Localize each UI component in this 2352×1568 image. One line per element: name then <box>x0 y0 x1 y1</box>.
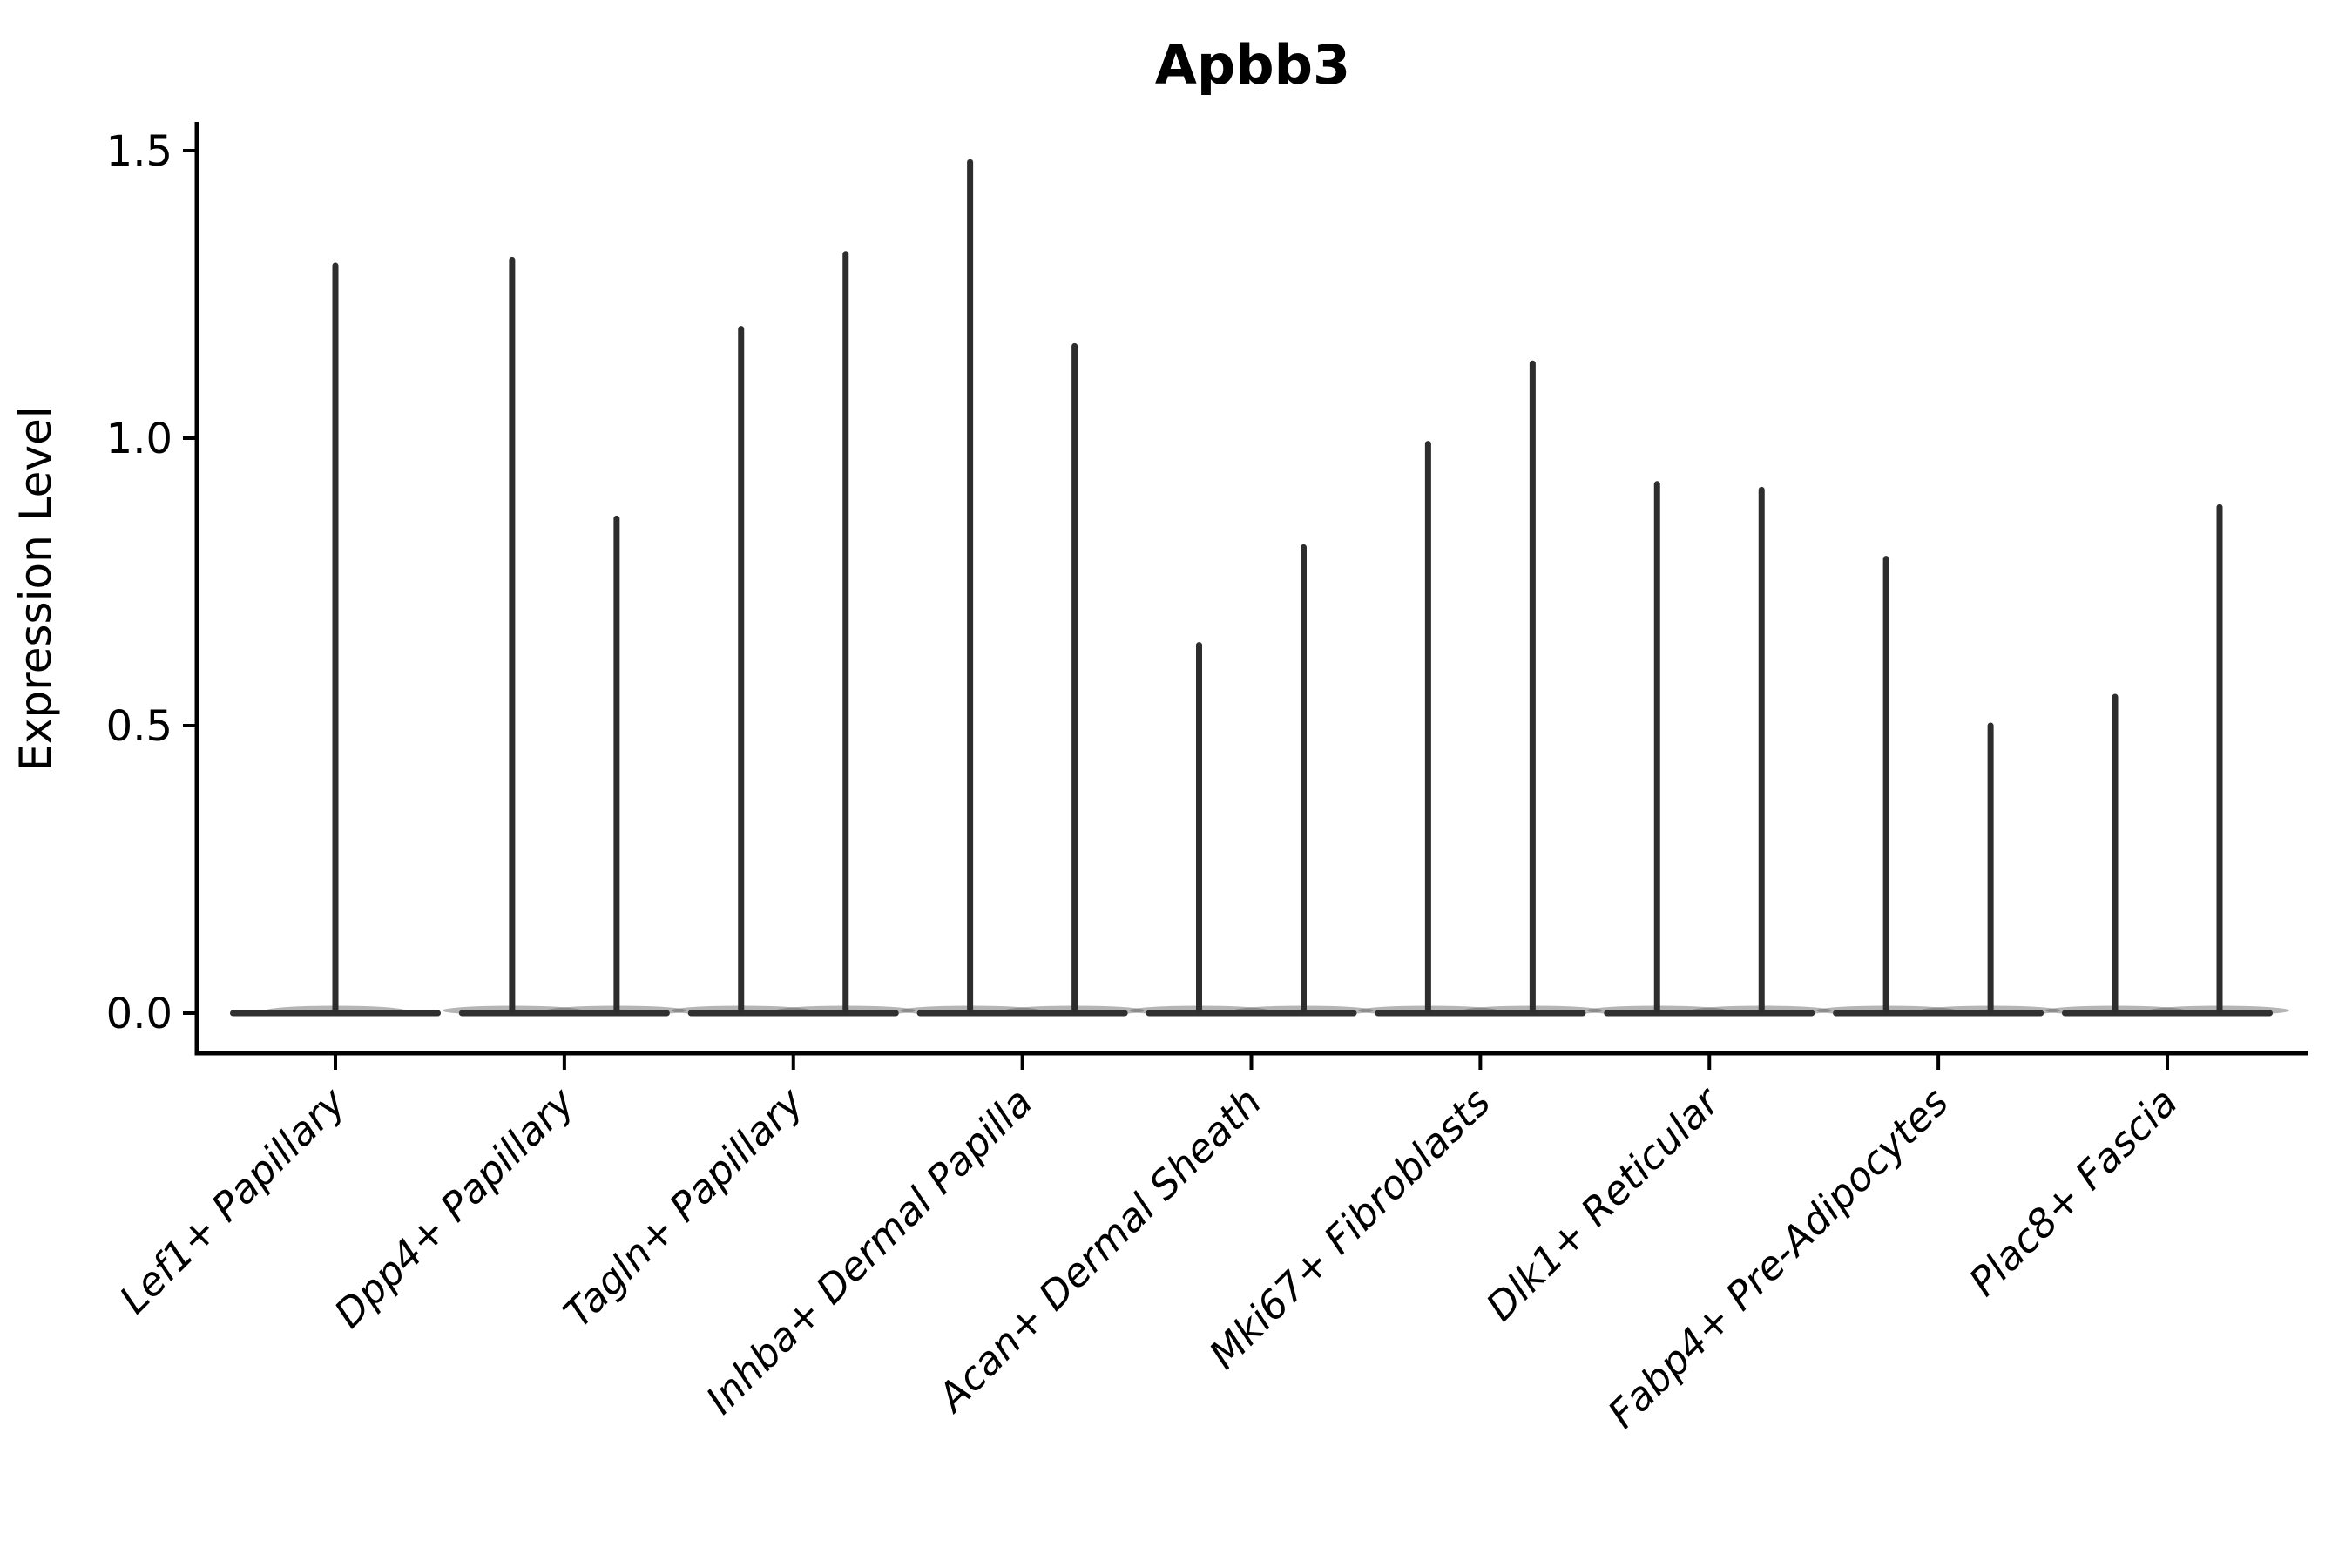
chart-title: Apbb3 <box>1155 33 1350 97</box>
violins <box>230 159 2289 1017</box>
violin-base <box>1833 1010 2044 1017</box>
x-axis-ticks <box>334 1053 2169 1070</box>
x-tick-label: Lef1+ Papillary <box>111 1078 355 1322</box>
y-tick-label: 0.5 <box>106 702 172 751</box>
x-tick-label: Dlk1+ Reticular <box>1477 1078 1730 1330</box>
x-tick-label: Plac8+ Fascia <box>1960 1078 2186 1305</box>
violin-base <box>1146 1010 1357 1017</box>
violin-base <box>916 1010 1128 1017</box>
y-tick-label: 0.0 <box>106 990 172 1038</box>
y-axis-ticks: 0.0 0.5 1.0 1.5 <box>106 127 197 1038</box>
violin-base <box>1604 1010 1815 1017</box>
violin-base <box>230 1010 441 1017</box>
x-tick-label: Dpp4+ Papillary <box>325 1078 584 1336</box>
y-tick-label: 1.0 <box>106 415 172 463</box>
x-tick-label: Tagln+ Papillary <box>555 1078 814 1336</box>
y-axis-label: Expression Level <box>10 406 61 771</box>
violin-base <box>458 1010 670 1017</box>
violin-base <box>687 1010 899 1017</box>
violin-base <box>2062 1010 2273 1017</box>
y-tick-label: 1.5 <box>106 127 172 176</box>
violin-base <box>1375 1010 1586 1017</box>
